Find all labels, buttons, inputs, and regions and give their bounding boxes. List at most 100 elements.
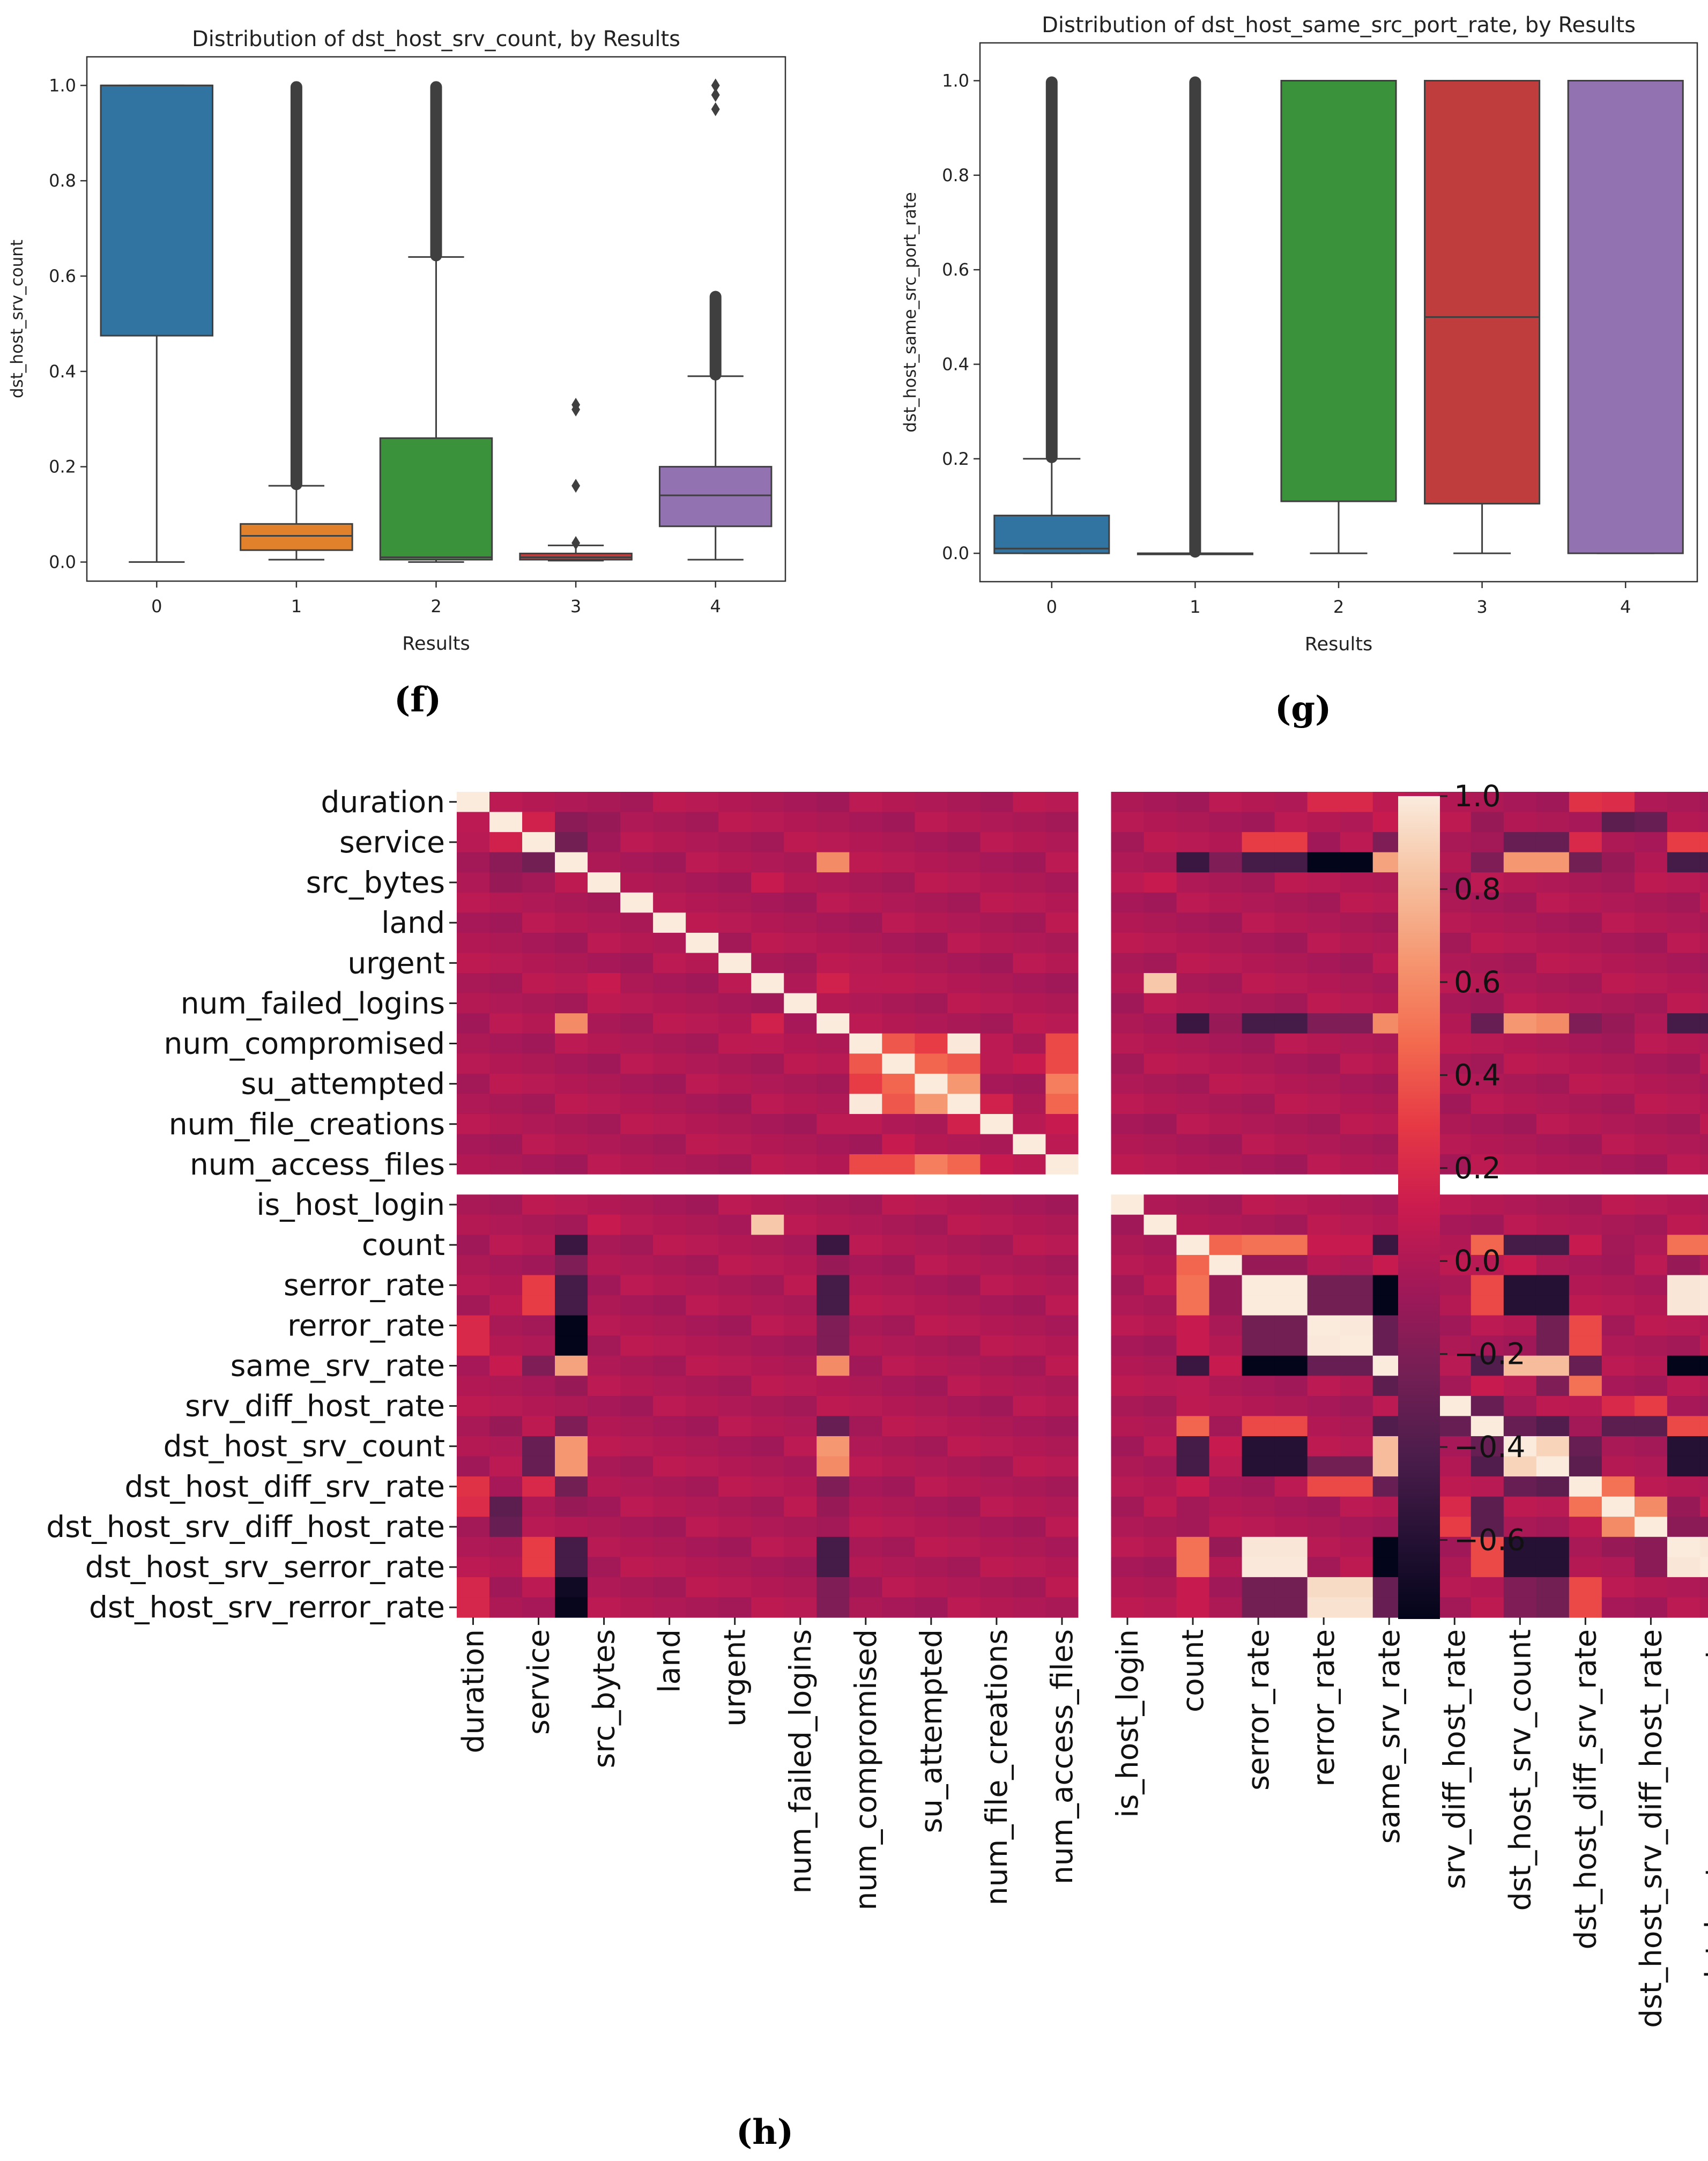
heatmap-cell-srv_count-su_attempted — [915, 1254, 948, 1276]
heatmap-cell-dst_host_count-wrong_fragment — [686, 1416, 719, 1437]
heatmap-cell-dst_host_count-src_bytes — [588, 1416, 621, 1437]
heatmap-cell-dst_host_diff_srv_rate-root_shell — [882, 1476, 915, 1497]
heatmap-cell-dst_bytes-src_bytes — [588, 892, 621, 913]
heatmap-cell-dst_host_srv_diff_host_rate-duration — [457, 1517, 490, 1538]
heatmap-cell-num_compromised-dst_host_srv_diff_host_rate — [1634, 1033, 1668, 1054]
heatmap-cell-dst_host_srv_serror_rate-flag — [555, 1557, 588, 1578]
heatmap-cell-dst_host_same_srv_rate-logged_in — [816, 1456, 850, 1477]
heatmap-cell-num_compromised-num_shells — [1013, 1033, 1046, 1054]
heatmap-cell-dst_host_same_srv_rate-su_attempted — [915, 1456, 948, 1477]
heatmap-cell-su_attempted-num_outbound_cmds — [1078, 1073, 1112, 1095]
heatmap-cell-num_root-num_shells — [1013, 1094, 1046, 1115]
heatmap-cell-num_root-logged_in — [816, 1094, 850, 1115]
heatmap-cell-dst_host_diff_srv_rate-rerror_rate — [1307, 1476, 1341, 1497]
heatmap-cell-num_compromised-wrong_fragment — [686, 1033, 719, 1054]
heatmap-cell-dst_host_same_srv_rate-dst_host_srv_count — [1503, 1456, 1537, 1477]
heatmap-cell-rerror_rate-dst_bytes — [620, 1315, 654, 1336]
heatmap-cell-protocol_type-num_compromised — [849, 812, 882, 833]
heatmap-cell-dst_host_same_src_port_rate-dst_host_diff_srv_rate — [1569, 1496, 1602, 1517]
heatmap-cell-dst_host_rerror_rate-service — [522, 1577, 555, 1598]
heatmap-cell-logged_in-num_root — [947, 1013, 981, 1034]
heatmap-cell-flag-num_access_files — [1045, 852, 1079, 873]
heatmap-cell-land-num_failed_logins — [784, 912, 817, 933]
heatmap-cell-srv_diff_host_rate-dst_host_same_srv_rate — [1536, 1395, 1570, 1416]
heatmap-cell-service-is_host_login — [1111, 832, 1145, 853]
heatmap-cell-su_attempted-flag — [555, 1073, 588, 1095]
heatmap-cell-count-dst_host_srv_serror_rate — [1699, 1235, 1708, 1256]
heatmap-cell-srv_diff_host_rate-srv_count — [1209, 1395, 1243, 1416]
heatmap-cell-srv_rerror_rate-land — [653, 1335, 686, 1356]
heatmap-cell-dst_bytes-dst_host_same_srv_rate — [1536, 892, 1570, 913]
heatmap-cell-dst_host_serror_rate-service — [522, 1536, 555, 1557]
heatmap-cell-flag-serror_rate — [1242, 852, 1275, 873]
heatmap-cell-logged_in-dst_host_same_srv_rate — [1536, 1013, 1570, 1034]
heatmap-cell-num_compromised-logged_in — [816, 1033, 850, 1054]
heatmap-cell-dst_host_same_srv_rate-dst_host_serror_rate — [1667, 1456, 1700, 1477]
chart-f-box-rect — [100, 84, 214, 337]
heatmap-cell-dst_host_serror_rate-land — [653, 1536, 686, 1557]
heatmap-cell-src_bytes-dst_bytes — [620, 872, 654, 893]
heatmap-col-label-num_file_creations: num_file_creations — [979, 1629, 1014, 1905]
heatmap-cell-num_outbound_cmds-dst_host_same_src_port_rate — [1601, 1174, 1635, 1195]
heatmap-cell-su_attempted-srv_diff_host_rate — [1438, 1073, 1472, 1095]
heatmap-cell-srv_serror_rate-srv_rerror_rate — [1340, 1295, 1373, 1316]
heatmap-cell-dst_bytes-dst_host_srv_diff_host_rate — [1634, 892, 1668, 913]
heatmap-cell-duration-srv_diff_host_rate — [1438, 792, 1472, 813]
heatmap-cell-num_access_files-is_host_login — [1111, 1154, 1145, 1175]
heatmap-cell-dst_bytes-num_root — [947, 892, 981, 913]
heatmap-cell-flag-srv_serror_rate — [1274, 852, 1308, 873]
heatmap-cell-is_guest_login-dst_host_srv_serror_rate — [1699, 1214, 1708, 1235]
heatmap-cell-srv_serror_rate-srv_count — [1209, 1295, 1243, 1316]
heatmap-cell-root_shell-root_shell — [882, 1053, 915, 1074]
heatmap-cell-num_access_files-serror_rate — [1242, 1154, 1275, 1175]
heatmap-cell-wrong_fragment-logged_in — [816, 932, 850, 954]
heatmap-cell-num_access_files-srv_diff_host_rate — [1438, 1154, 1472, 1175]
heatmap-cell-num_failed_logins-num_access_files — [1045, 993, 1079, 1014]
heatmap-cell-srv_serror_rate-su_attempted — [915, 1295, 948, 1316]
heatmap-cell-count-is_host_login — [1111, 1235, 1145, 1256]
chart-g-y-tick-label: 0.0 — [942, 543, 969, 563]
heatmap-cell-srv_count-land — [653, 1254, 686, 1276]
heatmap-cell-dst_host_diff_srv_rate-dst_host_srv_diff_host_rate — [1634, 1476, 1668, 1497]
heatmap-cell-dst_host_serror_rate-srv_serror_rate — [1274, 1536, 1308, 1557]
heatmap-cell-logged_in-dst_bytes — [620, 1013, 654, 1034]
heatmap-cell-dst_host_count-num_failed_logins — [784, 1416, 817, 1437]
heatmap-cell-dst_host_same_src_port_rate-land — [653, 1496, 686, 1517]
heatmap-cell-dst_host_srv_rerror_rate-rerror_rate — [1307, 1597, 1341, 1618]
heatmap-cell-count-num_compromised — [849, 1235, 882, 1256]
heatmap-cell-dst_host_srv_rerror_rate-srv_diff_host_rate — [1438, 1597, 1472, 1618]
heatmap-cell-num_access_files-dst_host_srv_diff_host_rate — [1634, 1154, 1668, 1175]
heatmap-cell-dst_host_rerror_rate-protocol_type — [489, 1577, 523, 1598]
heatmap-cell-dst_host_count-num_file_creations — [980, 1416, 1014, 1437]
heatmap-cell-same_srv_rate-root_shell — [882, 1355, 915, 1376]
heatmap-cell-num_shells-flag — [555, 1134, 588, 1155]
heatmap-cell-dst_host_count-num_outbound_cmds — [1078, 1416, 1112, 1437]
heatmap-cell-num_outbound_cmds-num_shells — [1013, 1174, 1046, 1195]
heatmap-cell-num_access_files-land — [653, 1154, 686, 1175]
heatmap-cell-dst_host_srv_count-urgent — [718, 1436, 752, 1457]
heatmap-cell-dst_host_same_srv_rate-srv_diff_host_rate — [1438, 1456, 1472, 1477]
heatmap-cell-service-duration — [457, 832, 490, 853]
heatmap-cell-duration-protocol_type — [489, 792, 523, 813]
heatmap-cell-flag-dst_host_srv_count — [1503, 852, 1537, 873]
panel-label-h: (h) — [736, 2112, 794, 2152]
heatmap-cell-dst_host_srv_rerror_rate-srv_rerror_rate — [1340, 1597, 1373, 1618]
heatmap-cell-srv_count-flag — [555, 1254, 588, 1276]
heatmap-cell-service-num_file_creations — [980, 832, 1014, 853]
heatmap-cell-land-dst_host_diff_srv_rate — [1569, 912, 1602, 933]
heatmap-cell-srv_diff_host_rate-dst_host_diff_srv_rate — [1569, 1395, 1602, 1416]
heatmap-cell-srv_diff_host_rate-num_compromised — [849, 1395, 882, 1416]
heatmap-cell-dst_host_srv_serror_rate-land — [653, 1557, 686, 1578]
heatmap-cell-wrong_fragment-dst_bytes — [620, 932, 654, 954]
heatmap-cell-dst_host_serror_rate-num_failed_logins — [784, 1536, 817, 1557]
heatmap-cell-dst_host_diff_srv_rate-duration — [457, 1476, 490, 1497]
heatmap-cell-dst_host_srv_serror_rate-is_guest_login — [1143, 1557, 1177, 1578]
heatmap-cell-dst_host_srv_serror_rate-su_attempted — [915, 1557, 948, 1578]
heatmap-cell-dst_host_same_srv_rate-srv_count — [1209, 1456, 1243, 1477]
heatmap-cell-srv_diff_host_rate-count — [1176, 1395, 1210, 1416]
heatmap-cell-dst_bytes-logged_in — [816, 892, 850, 913]
heatmap-cell-srv_diff_host_rate-duration — [457, 1395, 490, 1416]
heatmap-cell-src_bytes-duration — [457, 872, 490, 893]
heatmap-cell-num_shells-src_bytes — [588, 1134, 621, 1155]
heatmap-cell-count-dst_host_srv_count — [1503, 1235, 1537, 1256]
